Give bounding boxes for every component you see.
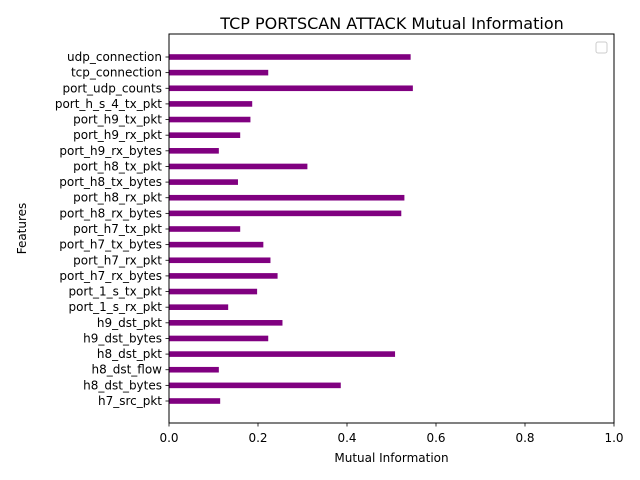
x-tick-label: 1.0	[604, 431, 623, 445]
bar-port_h9_rx_bytes	[169, 148, 219, 154]
bar-port_h7_tx_bytes	[169, 241, 264, 248]
y-tick-label: port_udp_counts	[62, 81, 162, 95]
y-tick-label: h9_dst_bytes	[83, 331, 162, 345]
bar-udp_connection	[169, 54, 411, 60]
bar-h8_dst_bytes	[169, 382, 341, 389]
bars-group	[169, 54, 413, 404]
bar-h8_dst_pkt	[169, 351, 396, 357]
y-tick-label: port_h8_rx_pkt	[73, 191, 162, 205]
y-tick-label: h9_dst_pkt	[97, 316, 162, 330]
bar-port_h8_rx_bytes	[169, 210, 402, 217]
x-tick-label: 0.6	[426, 431, 445, 445]
chart-title: TCP PORTSCAN ATTACK Mutual Information	[219, 14, 564, 33]
bar-port_h7_tx_pkt	[169, 226, 241, 232]
y-tick-label: port_h_s_4_tx_pkt	[55, 97, 162, 111]
y-tick-label: port_h7_tx_pkt	[73, 222, 162, 236]
y-tick-label: port_h9_rx_bytes	[59, 144, 162, 158]
y-tick-label: h8_dst_flow	[91, 363, 162, 377]
y-tick-label: h8_dst_pkt	[97, 347, 162, 361]
x-axis-label: Mutual Information	[334, 451, 448, 465]
bar-h9_dst_pkt	[169, 320, 283, 326]
bar-port_h9_tx_pkt	[169, 116, 251, 123]
legend	[595, 41, 608, 54]
plot-frame	[168, 33, 615, 424]
bar-port_h8_tx_bytes	[169, 179, 238, 185]
y-axis-ticks: udp_connection tcp_connectionport_udp_cou…	[55, 50, 169, 408]
y-tick-label: port_h8_tx_bytes	[59, 175, 162, 189]
y-tick-label: port_h9_tx_pkt	[73, 113, 162, 127]
bar-tcp_connection	[169, 69, 269, 76]
bar-h9_dst_bytes	[169, 335, 269, 342]
bar-port_h_s_4_tx_pkt	[169, 101, 253, 107]
y-tick-label: port_h8_tx_pkt	[73, 159, 162, 173]
y-tick-label: h7_src_pkt	[98, 394, 162, 408]
y-tick-label: udp_connection	[67, 50, 162, 64]
x-tick-label: 0.4	[337, 431, 356, 445]
bar-port_h9_rx_pkt	[169, 132, 241, 138]
bar-port_1_s_tx_pkt	[169, 288, 258, 295]
x-tick-label: 0.8	[515, 431, 534, 445]
bar-port_1_s_rx_pkt	[169, 304, 229, 310]
bar-port_udp_counts	[169, 85, 413, 92]
legend-box	[595, 41, 608, 54]
x-tick-label: 0.2	[248, 431, 267, 445]
y-tick-label: port_h7_rx_pkt	[73, 253, 162, 267]
y-tick-label: port_1_s_tx_pkt	[68, 285, 162, 299]
bar-port_h7_rx_pkt	[169, 257, 271, 264]
y-tick-label: port_h7_rx_bytes	[59, 269, 162, 283]
bar-port_h8_rx_pkt	[169, 194, 405, 201]
bar-port_h7_rx_bytes	[169, 273, 278, 279]
bar-port_h8_tx_pkt	[169, 163, 308, 170]
x-axis-ticks: 0.0 0.2 0.4 0.6 0.8 1.0	[159, 423, 624, 445]
y-axis-label: Features	[15, 203, 29, 255]
y-tick-label: port_h9_rx_pkt	[73, 128, 162, 142]
bar-h7_src_pkt	[169, 398, 221, 404]
y-tick-label: port_h8_rx_bytes	[59, 206, 162, 220]
y-tick-label: h8_dst_bytes	[83, 378, 162, 392]
y-tick-label: port_h7_tx_bytes	[59, 238, 162, 252]
y-tick-label: port_1_s_rx_pkt	[69, 300, 163, 314]
y-tick-label: tcp_connection	[71, 66, 162, 80]
x-tick-label: 0.0	[159, 431, 178, 445]
bar-h8_dst_flow	[169, 366, 219, 373]
